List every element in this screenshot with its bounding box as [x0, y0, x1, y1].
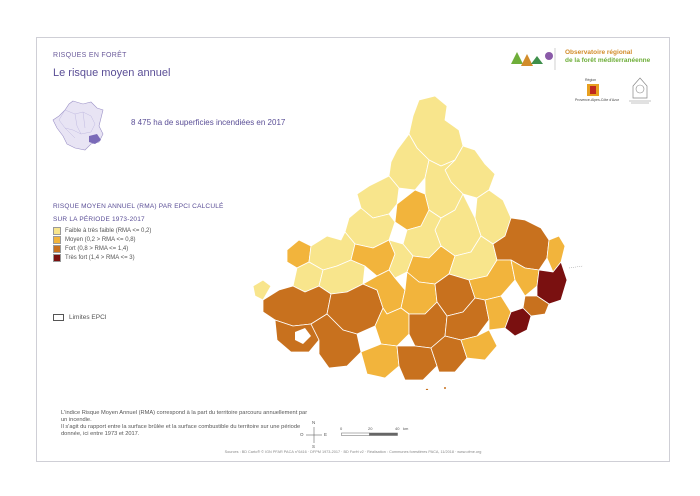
- epci-region: [536, 261, 568, 305]
- legend-swatch-very-high: [53, 253, 61, 262]
- scale-bar: 0 20 40 km: [340, 426, 411, 442]
- note-paragraph-2: Il s'agit du rapport entre la surface br…: [61, 424, 301, 437]
- epci-region: [460, 329, 498, 361]
- legend-title: RISQUE MOYEN ANNUEL (RMA) PAR EPCI CALCU…: [53, 200, 224, 226]
- map-sheet: RISQUES EN FORÊT Le risque moyen annuel …: [36, 37, 670, 462]
- legend: Faible à très faible (RMA <= 0,2) Moyen …: [53, 226, 151, 262]
- prefecture-seal-icon: [629, 77, 651, 104]
- region-label: Région: [585, 78, 597, 82]
- note-paragraph-1: L'indice Risque Moyen Annuel (RMA) corre…: [61, 410, 308, 423]
- sources-footer: Sources : BD Carto® © IGN PFAR PACA n°64…: [224, 450, 482, 454]
- observatory-logo: Observatoire régional de la forêt médite…: [507, 46, 657, 74]
- epci-label: Limites EPCI: [69, 314, 107, 321]
- epci-outline-swatch: [53, 314, 64, 321]
- scale-tick-20: 20: [368, 426, 373, 431]
- border-line: [568, 265, 584, 269]
- epci-region: [360, 343, 400, 379]
- camargue-gap: [253, 320, 269, 348]
- paca-epci-map: [252, 95, 584, 390]
- map-title: Le risque moyen annuel: [53, 67, 171, 79]
- legend-title-line1: RISQUE MOYEN ANNUEL (RMA) PAR EPCI CALCU…: [53, 203, 224, 210]
- legend-epci-limits: Limites EPCI: [53, 314, 107, 321]
- paca-region-highlight: [89, 134, 101, 144]
- observatory-line1: Observatoire régional: [565, 49, 633, 56]
- france-locator-map: [52, 100, 104, 151]
- observatory-line2: de la forêt méditerranéenne: [565, 57, 651, 64]
- island: [444, 387, 446, 389]
- scale-tick-40: 40: [395, 426, 400, 431]
- compass-s: S: [312, 444, 316, 449]
- island: [425, 388, 429, 390]
- epci-region: [492, 217, 550, 271]
- observatory-emblem-icon: [511, 48, 556, 70]
- section-kicker: RISQUES EN FORÊT: [53, 52, 127, 59]
- region-logo-icon: [587, 84, 599, 96]
- epci-region: [252, 279, 272, 301]
- epci-region: [430, 335, 468, 373]
- epci-region: [310, 313, 362, 369]
- epci-region: [388, 239, 414, 279]
- legend-label-medium: Moyen (0,2 > RMA <= 0,8): [65, 236, 136, 243]
- legend-item-medium: Moyen (0,2 > RMA <= 0,8): [53, 235, 151, 244]
- region-name: Provence-Alpes-Côte d'Azur: [575, 98, 620, 102]
- compass-icon: [306, 427, 322, 443]
- legend-label-low: Faible à très faible (RMA <= 0,2): [65, 227, 152, 234]
- legend-item-low: Faible à très faible (RMA <= 0,2): [53, 226, 151, 235]
- scale-tick-0: 0: [340, 426, 343, 431]
- scale-unit: km: [403, 426, 409, 431]
- partner-logos: Région Provence-Alpes-Côte d'Azur: [575, 76, 659, 108]
- epci-region: [396, 345, 438, 381]
- legend-label-very-high: Très fort (1,4 > RMA <= 3): [65, 254, 135, 261]
- legend-swatch-medium: [53, 235, 61, 244]
- compass-rose: N S E O: [299, 420, 329, 450]
- compass-e: E: [324, 432, 328, 437]
- legend-swatch-high: [53, 244, 61, 253]
- epci-region: [504, 307, 532, 337]
- rma-explanation-note: L'indice Risque Moyen Annuel (RMA) corre…: [61, 410, 311, 438]
- legend-item-high: Fort (0,8 > RMA <= 1,4): [53, 244, 151, 253]
- compass-o: O: [300, 432, 304, 437]
- compass-n: N: [312, 420, 316, 425]
- legend-swatch-low: [53, 226, 61, 235]
- epci-region: [374, 307, 410, 347]
- burned-area-stat: 8 475 ha de superficies incendiées en 20…: [131, 118, 286, 127]
- legend-title-line2: SUR LA PÉRIODE 1973-2017: [53, 216, 145, 223]
- epci-region: [388, 133, 430, 191]
- berre-lagoon: [295, 328, 311, 344]
- scale-bar-graphic: [341, 432, 398, 436]
- legend-label-high: Fort (0,8 > RMA <= 1,4): [65, 245, 129, 252]
- legend-item-very-high: Très fort (1,4 > RMA <= 3): [53, 253, 151, 262]
